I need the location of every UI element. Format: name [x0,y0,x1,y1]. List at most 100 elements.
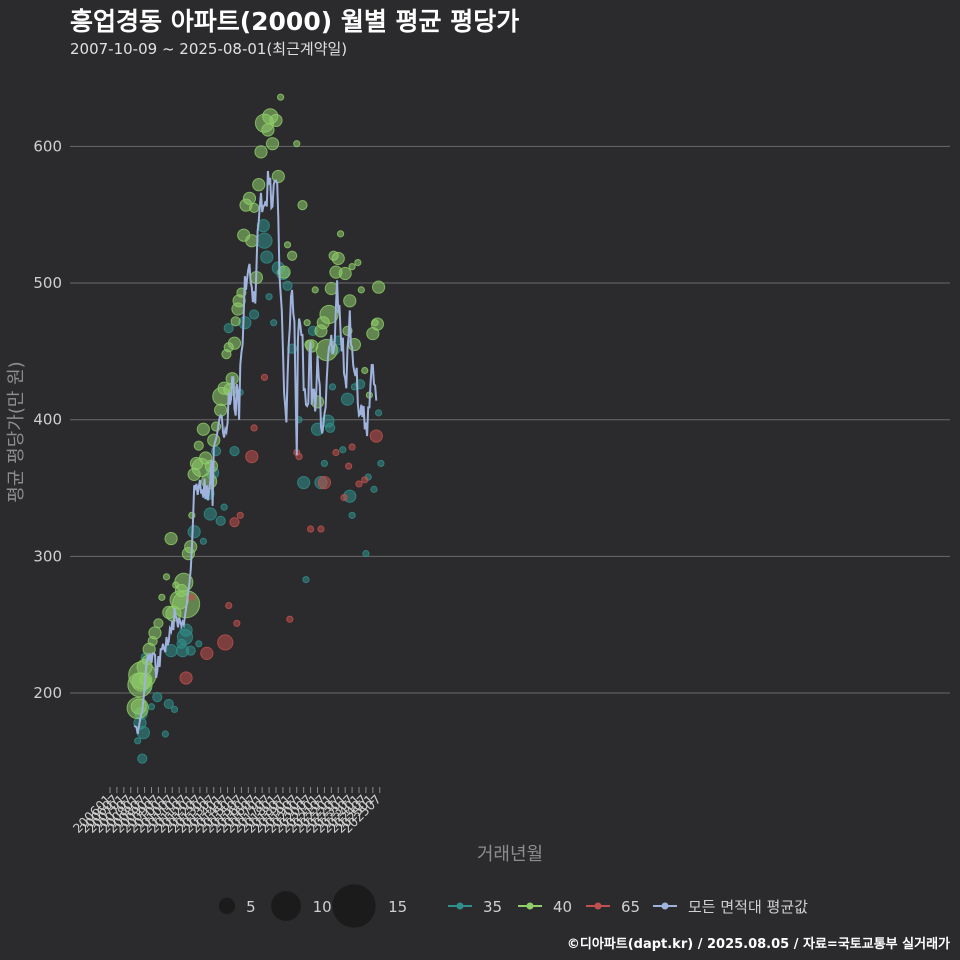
point-35 [187,525,201,539]
y-tick-label: 600 [33,137,62,155]
point-65 [286,615,294,623]
point-35 [164,644,178,658]
point-35 [270,319,278,327]
point-40 [343,294,357,308]
point-35 [374,409,383,417]
point-65 [179,671,193,685]
point-35 [260,250,274,264]
point-40 [269,113,283,128]
point-40 [303,319,311,327]
point-40 [184,540,198,554]
point-40 [254,145,268,159]
y-tick-label: 500 [33,274,62,292]
point-35 [340,392,355,406]
point-65 [345,462,353,470]
point-35 [348,511,356,519]
point-40 [230,316,241,327]
point-40 [148,626,162,640]
point-40 [357,286,365,294]
point-35 [282,280,293,291]
legend-size-label: 5 [246,898,256,916]
point-40 [248,202,260,213]
point-65 [361,476,369,484]
point-35 [256,219,270,233]
data-points [126,93,386,764]
point-35 [220,503,228,511]
point-65 [355,480,363,488]
point-40 [193,440,204,451]
x-axis-title: 거래년월 [477,844,543,865]
legend-dot-s35 [456,902,464,910]
point-35 [215,515,226,526]
point-35 [362,550,370,558]
point-40 [297,200,308,211]
point-35 [339,446,347,454]
chart-subtitle: 2007-10-09 ~ 2025-08-01(최근계약일) [70,40,348,58]
legend-label-s40: 40 [553,898,572,916]
point-65 [225,601,233,610]
point-65 [233,619,241,627]
point-35 [170,705,179,713]
point-35 [265,293,273,301]
source-footer: ©디아파트(dapt.kr) / 2025.08.05 / 자료=국토교통부 실… [566,937,950,952]
point-35 [229,446,240,457]
legend-size-circle [332,884,376,928]
legend: 5 10 15 35 40 65 모든 면적대 평균값 [218,884,808,928]
point-65 [340,493,348,502]
point-35 [161,730,169,738]
point-40 [158,593,166,601]
point-40 [331,251,345,266]
point-40 [311,286,319,294]
point-40 [354,258,362,267]
y-tick-label: 300 [33,547,62,565]
point-35 [137,753,148,764]
legend-size-label: 15 [388,898,407,916]
point-35 [185,645,196,656]
point-35 [152,691,163,703]
point-40 [293,140,301,148]
point-40 [252,178,266,192]
point-40 [265,137,280,151]
point-35 [134,737,142,745]
point-35 [163,698,174,710]
legend-size-label: 10 [313,898,332,916]
point-65 [188,593,196,601]
point-35 [297,475,311,490]
point-35 [256,232,273,249]
point-35 [370,485,378,493]
point-65 [317,525,325,533]
point-65 [217,634,234,651]
legend-dot-s40 [526,902,534,910]
legend-label-avg: 모든 면적대 평균값 [688,898,808,916]
point-40 [336,230,345,238]
point-40 [153,618,164,629]
legend-label-s65: 65 [621,898,640,916]
point-35 [199,537,207,545]
point-65 [200,646,214,660]
point-40 [196,422,210,436]
point-65 [229,517,240,528]
point-35 [195,640,203,648]
point-40 [348,263,356,271]
point-35 [302,575,310,584]
point-65 [236,511,244,519]
point-40 [164,531,178,546]
point-40 [371,280,386,294]
point-65 [245,449,259,464]
point-65 [332,448,340,457]
point-65 [348,443,356,451]
point-40 [319,304,339,325]
point-35 [328,383,337,391]
x-ticks: 2006012006072007012007072008012008072009… [70,787,384,836]
y-tick-label: 400 [33,411,62,429]
legend-label-s35: 35 [483,898,502,916]
point-40 [277,93,285,101]
legend-dot-s65 [594,902,602,910]
point-65 [306,525,315,533]
point-40 [277,265,291,279]
point-65 [317,475,332,490]
legend-size-circle [218,897,236,915]
y-tick-label: 200 [33,684,62,702]
point-40 [227,336,242,350]
